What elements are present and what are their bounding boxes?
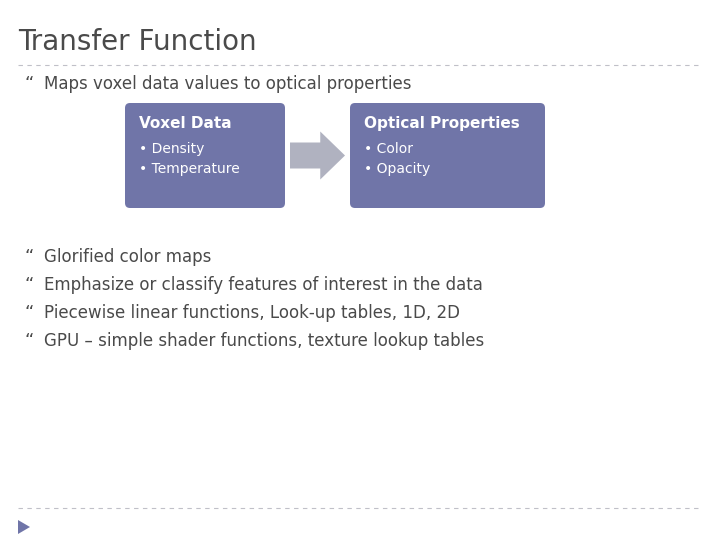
- Polygon shape: [18, 520, 30, 534]
- Text: “: “: [24, 332, 33, 350]
- Text: • Color: • Color: [364, 142, 413, 156]
- Text: Maps voxel data values to optical properties: Maps voxel data values to optical proper…: [44, 75, 412, 93]
- Text: • Temperature: • Temperature: [139, 162, 240, 176]
- Text: GPU – simple shader functions, texture lookup tables: GPU – simple shader functions, texture l…: [44, 332, 485, 350]
- Text: “: “: [24, 304, 33, 322]
- Text: Voxel Data: Voxel Data: [139, 116, 232, 131]
- FancyBboxPatch shape: [125, 103, 285, 208]
- Text: Piecewise linear functions, Look-up tables, 1D, 2D: Piecewise linear functions, Look-up tabl…: [44, 304, 460, 322]
- Text: Optical Properties: Optical Properties: [364, 116, 520, 131]
- Text: • Opacity: • Opacity: [364, 162, 431, 176]
- Text: “: “: [24, 276, 33, 294]
- Text: Transfer Function: Transfer Function: [18, 28, 256, 56]
- Text: Emphasize or classify features of interest in the data: Emphasize or classify features of intere…: [44, 276, 483, 294]
- Text: • Density: • Density: [139, 142, 204, 156]
- Text: “: “: [24, 75, 33, 93]
- Text: “: “: [24, 248, 33, 266]
- FancyBboxPatch shape: [350, 103, 545, 208]
- Polygon shape: [290, 132, 345, 179]
- Text: Glorified color maps: Glorified color maps: [44, 248, 212, 266]
